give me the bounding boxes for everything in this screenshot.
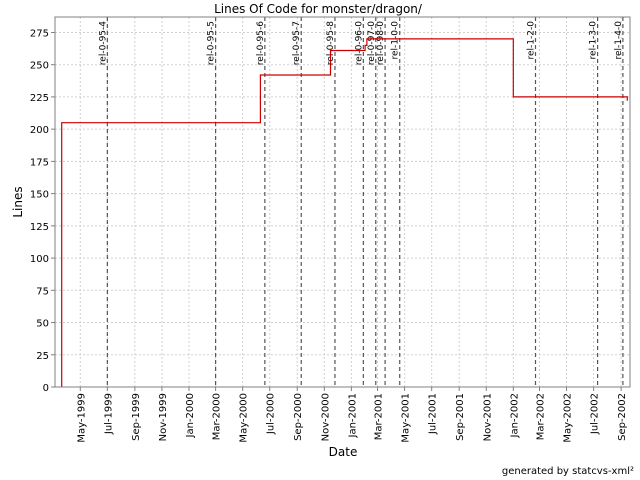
y-axis-label: Lines <box>11 186 25 217</box>
grid <box>55 17 630 388</box>
y-tick-label: 0 <box>43 383 49 394</box>
series-layer <box>61 38 628 387</box>
x-tick-label: Jul-2001 <box>428 393 439 435</box>
y-tick-label: 25 <box>36 351 49 362</box>
x-tick-label: Sep-2000 <box>293 393 304 441</box>
release-marker-label: rel-0-95-8 <box>326 21 336 65</box>
y-tick-label: 250 <box>30 61 49 72</box>
loc-series-line <box>61 38 628 387</box>
x-tick-label: May-1999 <box>76 393 87 443</box>
release-marker-label: rel-0-96-0 <box>354 21 364 65</box>
x-tick-label: Mar-2001 <box>374 393 385 440</box>
x-tick-label: Jan-2000 <box>185 393 196 438</box>
plot-frame <box>54 16 631 388</box>
x-tick-label: Sep-2001 <box>455 393 466 441</box>
x-tick-label: Nov-2001 <box>482 393 493 441</box>
x-tick-label: Sep-1999 <box>131 393 142 441</box>
x-tick-label: Nov-1999 <box>158 393 169 441</box>
x-tick-label: May-2001 <box>401 393 412 443</box>
release-marker-label: rel-1-4-0 <box>614 21 624 60</box>
x-tick-label: Mar-2000 <box>212 393 223 440</box>
y-tick-label: 50 <box>36 319 49 330</box>
x-tick-label: Sep-2002 <box>617 393 628 441</box>
y-tick-label: 200 <box>30 125 49 136</box>
x-tick-label: Jan-2002 <box>509 393 520 438</box>
release-markers: rel-0-95-4 rel-0-95-5 rel-0-95-6 rel-0-95-7… <box>98 17 624 387</box>
chart-title: Lines Of Code for monster/dragon/ <box>214 2 423 16</box>
release-marker-label: rel-1-2-0 <box>526 21 536 60</box>
y-tick-label: 75 <box>36 286 49 297</box>
y-axis-ticks: 0 25 50 75 100 125 150 175 200 225 250 275 <box>30 28 55 394</box>
x-tick-label: Mar-2002 <box>535 393 546 440</box>
release-marker-label: rel-0-95-7 <box>292 21 302 65</box>
x-tick-label: May-2002 <box>563 393 574 443</box>
x-tick-label: Jan-2001 <box>347 393 358 438</box>
x-axis-ticks: May-1999 Jul-1999 Sep-1999 Nov-1999 Jan-2000… <box>76 387 628 443</box>
x-tick-label: May-2000 <box>239 393 250 443</box>
release-marker-label: rel-0-95-5 <box>207 21 217 65</box>
y-tick-label: 175 <box>30 157 49 168</box>
y-tick-label: 125 <box>30 222 49 233</box>
x-tick-label: Jul-2002 <box>590 393 601 435</box>
release-marker-label: rel-0-95-6 <box>256 21 266 65</box>
release-marker-label: rel-0-98-0 <box>376 21 386 65</box>
x-tick-label: Nov-2000 <box>320 393 331 441</box>
credit-text: generated by statcvs-xml² <box>502 466 634 477</box>
release-marker-label: rel-0-97-0 <box>367 21 377 65</box>
y-tick-label: 150 <box>30 190 49 201</box>
x-tick-label: Jul-1999 <box>103 393 114 435</box>
x-tick-label: Jul-2000 <box>266 393 277 435</box>
release-marker-label: rel-1-0-0 <box>391 21 401 60</box>
x-axis-label: Date <box>329 445 358 459</box>
y-tick-label: 100 <box>30 254 49 265</box>
release-marker-label: rel-1-3-0 <box>589 21 599 60</box>
y-tick-label: 225 <box>30 93 49 104</box>
y-tick-label: 275 <box>30 28 49 39</box>
release-marker-label: rel-0-95-4 <box>98 21 108 65</box>
